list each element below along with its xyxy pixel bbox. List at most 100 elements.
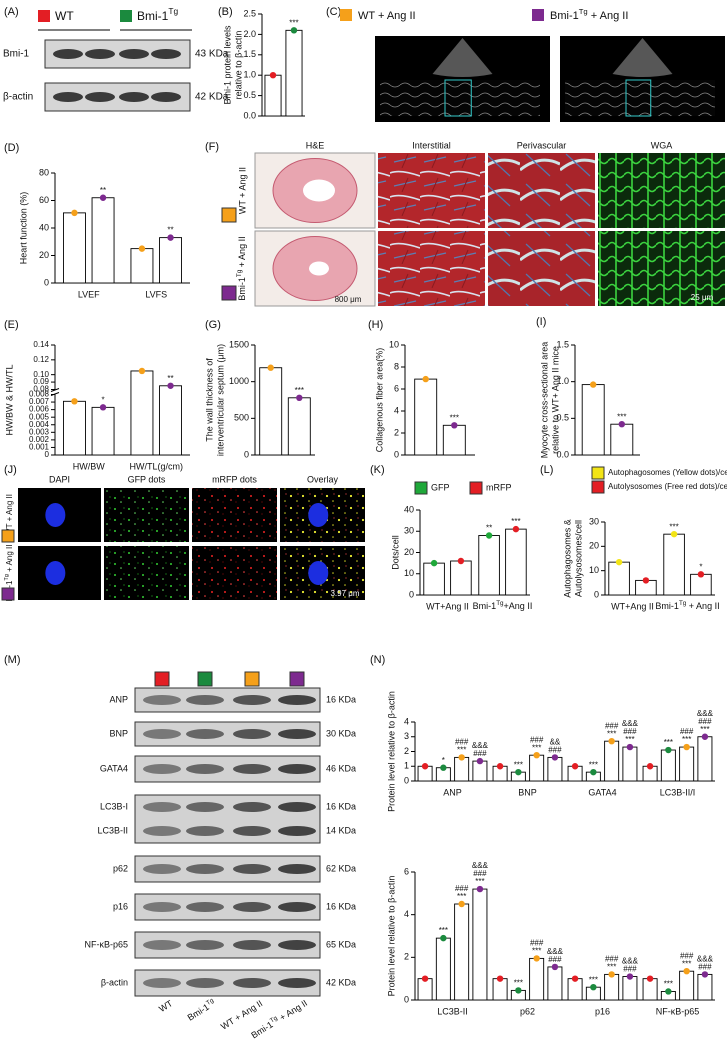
scale-bar: 3.97 μm: [330, 589, 359, 598]
legend-swatch: [591, 480, 605, 494]
data-dot: [590, 768, 597, 776]
nucleus: [45, 561, 66, 585]
bar: [604, 973, 620, 1001]
blot-label: BNP: [109, 728, 128, 738]
significance-label: &&&: [622, 719, 639, 728]
blot-band: [278, 902, 316, 912]
significance-label: ***: [682, 735, 691, 744]
histology-image: [598, 231, 725, 306]
x-tick-label: WT+Ang II: [611, 601, 654, 611]
histology-image: [378, 231, 485, 306]
superscript: Tg: [269, 1015, 279, 1025]
significance-label: *: [699, 562, 702, 571]
echo-marker: [625, 79, 652, 117]
data-dot: [551, 963, 559, 971]
column-header: Interstitial: [412, 140, 451, 150]
y-tick-label: 3: [404, 731, 409, 741]
y-tick-label: 4: [404, 716, 409, 726]
y-axis-label: Heart function (%): [18, 192, 28, 265]
text-part: Bmi-1: [473, 601, 497, 611]
legend-label: Autophagosomes (Yellow dots)/cell: [608, 468, 727, 477]
y-tick-label: 1: [404, 761, 409, 771]
blot-band: [233, 978, 271, 988]
x-tick-label: p16: [595, 1006, 610, 1016]
blot-band: [278, 695, 316, 705]
panel-label: (N): [370, 654, 385, 666]
blot-band: [186, 729, 224, 739]
blot-band: [186, 764, 224, 774]
y-tick-label: 1500: [229, 339, 249, 349]
blot-band: [278, 978, 316, 988]
blot-band: [186, 802, 224, 812]
row-swatch: [1, 529, 15, 543]
legend-swatch: [414, 481, 428, 495]
legend-label: Autolysosomes (Free red dots)/cell: [608, 482, 727, 491]
row-swatch: [1, 587, 15, 601]
data-dot: [608, 737, 615, 745]
y-tick-label: 20: [589, 541, 599, 551]
panel-label: (C): [326, 6, 341, 18]
bar: [287, 397, 311, 456]
y-tick-label: 0.008: [29, 390, 50, 399]
blot-band: [143, 802, 181, 812]
bar: [130, 370, 154, 456]
blot-band: [143, 978, 181, 988]
blot-label: p16: [113, 901, 128, 911]
panel-label: (F): [205, 141, 219, 153]
text-part: Bmi-1: [655, 601, 679, 611]
text-part: Bmi-1: [237, 277, 247, 301]
y-tick-label: 60: [39, 195, 49, 205]
bar: [259, 367, 283, 456]
data-dot: [451, 422, 458, 429]
significance-label: **: [167, 226, 173, 235]
data-dot: [458, 754, 465, 761]
data-dot: [626, 743, 634, 751]
blot-size: 62 KDa: [326, 863, 356, 873]
y-tick-label: 0: [394, 449, 399, 459]
y-tick-label: 4: [404, 909, 409, 919]
data-dot: [296, 394, 303, 401]
data-dot: [590, 984, 597, 991]
column-header: DAPI: [49, 474, 70, 484]
blot-band: [186, 940, 224, 950]
bar: [63, 400, 86, 456]
data-dot: [167, 382, 174, 389]
data-dot: [551, 754, 559, 761]
y-tick-label: 0.14: [33, 340, 49, 349]
significance-label: ###: [473, 869, 487, 878]
y-axis-label: Dots/cell: [390, 535, 400, 570]
data-dot: [618, 421, 625, 428]
y-tick-label: 1.5: [556, 339, 569, 349]
y-axis-label: Myocyte cross-sectional area: [539, 342, 549, 459]
significance-label: ***: [664, 738, 673, 747]
significance-label: ***: [514, 760, 523, 769]
bar: [63, 212, 86, 284]
data-dot: [440, 764, 447, 771]
lane-swatch: [289, 671, 305, 687]
blot-band: [151, 92, 181, 102]
histology-image: [598, 153, 725, 228]
column-header: H&E: [306, 140, 325, 150]
y-tick-label: 0.12: [33, 355, 49, 364]
data-dot: [683, 743, 690, 751]
bar: [423, 562, 445, 596]
y-axis-label: Bmi-1 protein levels: [222, 25, 232, 105]
data-dot: [476, 757, 484, 765]
data-dot: [138, 367, 146, 375]
nucleus: [308, 503, 329, 527]
data-dot: [512, 525, 520, 533]
blot-band: [278, 764, 316, 774]
he-lumen: [309, 261, 329, 276]
x-tick-label: LVEF: [78, 289, 100, 299]
panel-label: (L): [540, 464, 553, 476]
data-dot: [290, 27, 298, 34]
bar: [91, 406, 115, 456]
data-dot: [458, 900, 465, 908]
data-dot: [496, 975, 504, 982]
y-axis-label: Autolysosomes/cell: [573, 520, 583, 597]
significance-label: ###: [698, 717, 712, 726]
x-tick-label: GATA4: [588, 787, 616, 797]
blot-band: [53, 92, 83, 102]
y-axis-label: The wall thickness of: [204, 358, 214, 442]
